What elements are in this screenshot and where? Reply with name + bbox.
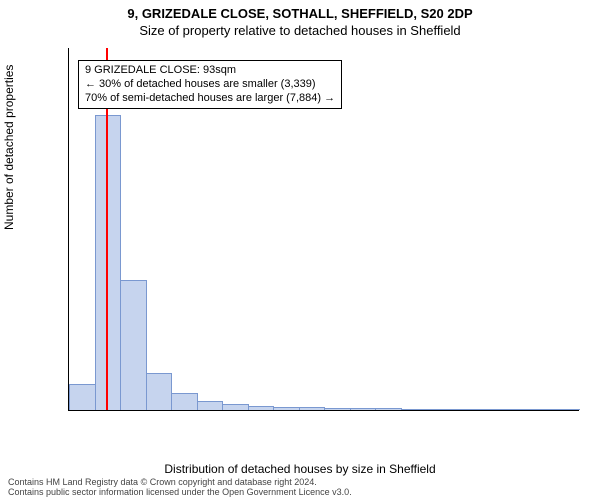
histogram-bar [222,404,249,410]
histogram-bar [324,408,351,410]
footer-line-2: Contains public sector information licen… [8,488,352,498]
histogram-bar [554,409,581,410]
callout-line-1: 9 GRIZEDALE CLOSE: 93sqm [85,64,335,78]
histogram-bar [273,407,300,410]
histogram-bar [401,409,428,410]
callout-box: 9 GRIZEDALE CLOSE: 93sqm ← 30% of detach… [78,60,342,109]
histogram-bar [146,373,173,410]
chart-title-address: 9, GRIZEDALE CLOSE, SOTHALL, SHEFFIELD, … [0,0,600,21]
histogram-bar [452,409,479,410]
histogram-bar [95,115,122,410]
callout-line-3: 70% of semi-detached houses are larger (… [85,92,335,106]
chart-container: 9, GRIZEDALE CLOSE, SOTHALL, SHEFFIELD, … [0,0,600,500]
histogram-bar [171,393,198,410]
histogram-bar [350,408,377,410]
footer-attribution: Contains HM Land Registry data © Crown c… [8,478,352,498]
histogram-bar [299,407,326,410]
chart-subtitle: Size of property relative to detached ho… [0,21,600,38]
histogram-bar [503,409,530,410]
histogram-bar [69,384,96,410]
histogram-bar [248,406,275,410]
y-axis-label: Number of detached properties [2,65,16,230]
histogram-bar [197,401,224,410]
x-axis-label: Distribution of detached houses by size … [0,462,600,476]
histogram-bar [477,409,504,410]
callout-line-2: ← 30% of detached houses are smaller (3,… [85,78,335,92]
histogram-bar [528,409,555,410]
histogram-bar [375,408,402,410]
histogram-bar [120,280,147,410]
histogram-bar [426,409,453,410]
